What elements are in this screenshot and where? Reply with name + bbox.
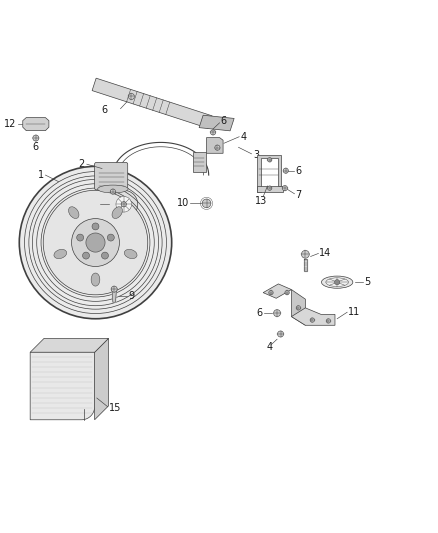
Polygon shape	[30, 338, 109, 352]
Circle shape	[107, 234, 114, 241]
Circle shape	[82, 252, 89, 259]
Text: 11: 11	[348, 307, 360, 317]
Polygon shape	[199, 115, 234, 131]
Ellipse shape	[321, 276, 353, 288]
Circle shape	[121, 201, 127, 207]
Text: 6: 6	[122, 193, 128, 203]
Text: 9: 9	[128, 290, 134, 301]
Text: 6: 6	[220, 117, 226, 126]
Text: 5: 5	[364, 277, 371, 287]
Text: 6: 6	[296, 166, 302, 176]
Polygon shape	[207, 138, 223, 154]
Text: 6: 6	[257, 308, 263, 318]
Circle shape	[116, 196, 132, 212]
Circle shape	[71, 219, 120, 266]
Text: 10: 10	[177, 198, 189, 208]
Text: 14: 14	[319, 248, 332, 259]
Polygon shape	[257, 156, 281, 192]
Polygon shape	[291, 308, 335, 325]
Circle shape	[77, 234, 84, 241]
Ellipse shape	[124, 249, 137, 259]
Circle shape	[326, 319, 331, 323]
Circle shape	[269, 290, 273, 295]
Ellipse shape	[54, 249, 67, 259]
Circle shape	[110, 190, 138, 218]
Text: 6: 6	[33, 142, 39, 152]
Text: 6: 6	[101, 106, 107, 116]
Ellipse shape	[112, 207, 123, 219]
Circle shape	[102, 252, 109, 259]
Circle shape	[335, 280, 340, 285]
Circle shape	[110, 189, 116, 194]
Polygon shape	[263, 284, 291, 298]
Circle shape	[278, 331, 283, 337]
Text: 8: 8	[92, 199, 99, 209]
Text: 12: 12	[4, 119, 16, 128]
Circle shape	[274, 310, 281, 317]
Circle shape	[296, 306, 300, 310]
Circle shape	[92, 223, 99, 230]
Circle shape	[33, 135, 39, 141]
Text: 3: 3	[253, 150, 259, 160]
Circle shape	[301, 251, 309, 258]
Ellipse shape	[68, 207, 79, 219]
FancyBboxPatch shape	[95, 163, 128, 190]
Polygon shape	[194, 152, 206, 172]
Text: 4: 4	[240, 132, 247, 142]
Text: 2: 2	[78, 159, 85, 169]
Polygon shape	[92, 78, 212, 128]
Text: 4: 4	[267, 342, 273, 352]
Circle shape	[19, 166, 172, 319]
Circle shape	[310, 318, 314, 322]
Polygon shape	[257, 186, 283, 192]
Circle shape	[215, 145, 220, 150]
Circle shape	[111, 286, 117, 292]
Circle shape	[283, 168, 288, 173]
Circle shape	[202, 199, 211, 208]
Polygon shape	[304, 259, 307, 271]
Circle shape	[268, 186, 272, 190]
Polygon shape	[23, 118, 49, 131]
Polygon shape	[112, 290, 117, 302]
Circle shape	[268, 158, 272, 162]
Circle shape	[285, 290, 289, 295]
Text: 7: 7	[295, 190, 302, 200]
Text: 15: 15	[109, 402, 121, 413]
Polygon shape	[30, 352, 95, 420]
Circle shape	[210, 130, 215, 135]
Circle shape	[128, 93, 134, 100]
Ellipse shape	[98, 185, 128, 193]
Ellipse shape	[326, 278, 349, 287]
Circle shape	[43, 190, 148, 295]
Polygon shape	[95, 338, 109, 420]
Text: 13: 13	[255, 196, 267, 206]
Text: 1: 1	[38, 170, 44, 180]
Circle shape	[86, 233, 105, 252]
Polygon shape	[291, 289, 305, 325]
Circle shape	[282, 185, 287, 191]
Ellipse shape	[91, 273, 100, 286]
